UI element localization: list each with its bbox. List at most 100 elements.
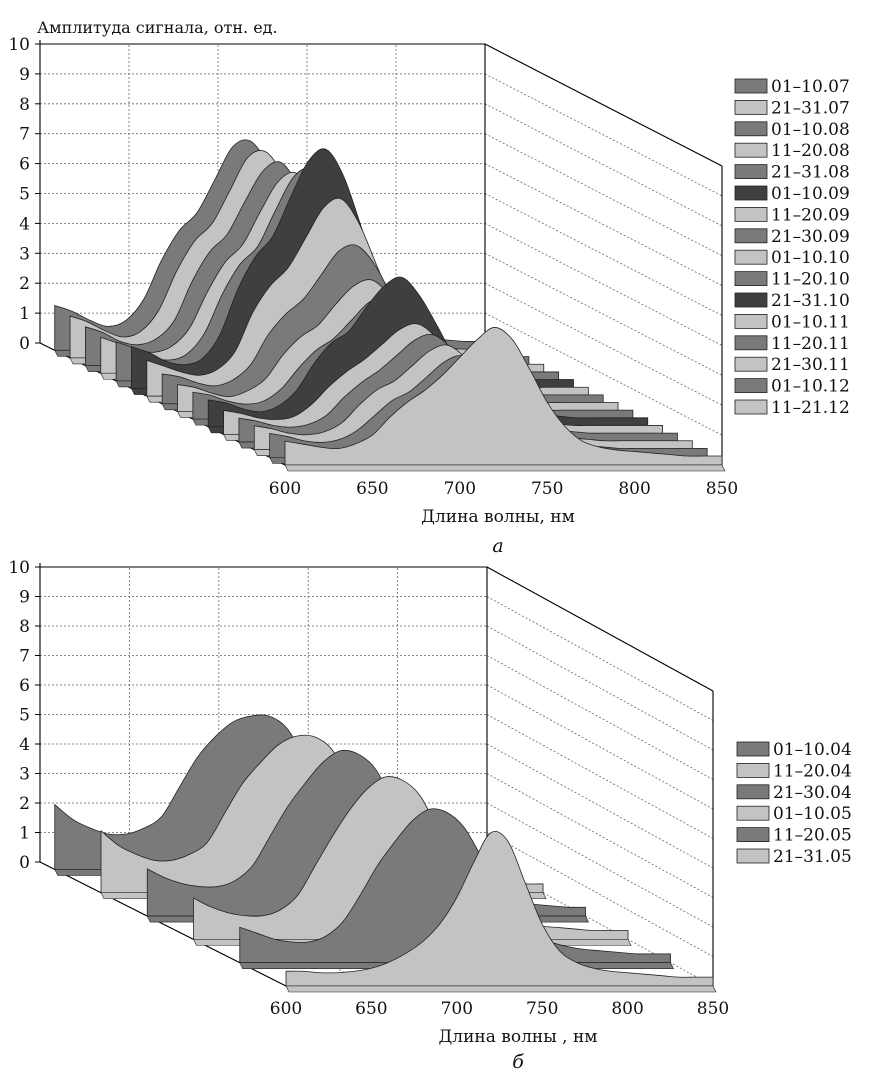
gridline-side-wall: [486, 773, 714, 898]
x-tick-label: 750: [531, 479, 563, 499]
legend-swatch: [736, 848, 770, 864]
y-tick-label: 2: [19, 274, 30, 294]
x-tick-label: 800: [611, 999, 643, 1019]
y-tick-label: 0: [19, 853, 30, 873]
legend-swatch: [736, 827, 770, 842]
legend-label: 01–10.08: [771, 120, 850, 140]
y-tick-label: 10: [8, 558, 30, 578]
series-layer: [54, 139, 726, 472]
legend: 01–10.0721–31.0701–10.0811–20.0821–31.08…: [734, 77, 850, 418]
legend-swatch: [734, 78, 768, 94]
gridline-side-wall: [486, 596, 714, 721]
y-tick-label: 4: [19, 214, 30, 234]
legend: 01–10.0411–20.0421–30.0401–10.0511–20.05…: [736, 740, 852, 867]
x-tick-label: 600: [270, 999, 302, 1019]
gridline-side-wall: [486, 802, 714, 928]
chart-panel-b: Длина волны , нм б 0 1 2 3 4 5 6 7 8 9 10 600 650 700…: [8, 558, 851, 1073]
legend-swatch: [734, 356, 768, 372]
legend-swatch: [734, 142, 768, 158]
legend-swatch: [734, 228, 768, 244]
gridline-side-wall: [484, 73, 723, 197]
legend-label: 21–31.07: [771, 98, 850, 118]
x-tick-label: 850: [697, 999, 729, 1019]
legend-label: 01–10.12: [771, 377, 850, 397]
gridline-side-wall: [484, 133, 723, 257]
y-tick-label: 5: [19, 706, 30, 726]
legend-swatch: [734, 249, 768, 265]
legend-label: 11–20.10: [771, 270, 850, 290]
legend-label: 01–10.07: [771, 77, 850, 97]
x-tick-label: 650: [356, 479, 388, 499]
series-area-6: [285, 830, 714, 987]
y-tick-label: 1: [19, 304, 30, 324]
legend-swatch: [734, 100, 768, 115]
gridline-side-wall: [484, 223, 723, 346]
series-layer: [54, 714, 717, 993]
y-tick-label: 8: [19, 95, 30, 115]
legend-swatch: [736, 741, 770, 757]
gridline-side-wall: [484, 163, 723, 286]
y-tick-label: 7: [19, 125, 30, 145]
legend-label: 01–10.10: [771, 248, 850, 268]
y-tick-label: 3: [19, 244, 30, 264]
gridline-side-wall: [484, 282, 723, 406]
legend-swatch: [734, 378, 768, 394]
y-tick-label: 1: [19, 824, 30, 844]
y-tick-label: 8: [19, 617, 30, 637]
series-base-16: [284, 464, 726, 472]
legend-label: 21–31.08: [771, 163, 850, 183]
legend-label: 01–10.11: [771, 312, 850, 332]
legend-swatch: [734, 292, 768, 308]
y-tick-label: 9: [19, 65, 30, 85]
legend-label: 21–30.11: [771, 355, 850, 375]
panel-label: а: [492, 535, 503, 557]
legend-label: 21–30.04: [773, 783, 852, 803]
gridline-floor: [486, 861, 714, 987]
legend-swatch: [734, 164, 768, 180]
x-tick-label: 700: [441, 999, 473, 1019]
gridline-side-wall: [486, 832, 714, 957]
x-tick-label: 750: [526, 999, 558, 1019]
y-tick-label: 0: [19, 334, 30, 354]
y-tick-label: 10: [8, 35, 30, 55]
x-tick-label: 650: [355, 999, 387, 1019]
chart-panel-a: Амплитуда сигнала, отн. ед. Длина волны,…: [8, 18, 849, 557]
x-tick-label: 850: [706, 479, 738, 499]
legend-label: 21–31.10: [771, 291, 850, 311]
x-axis-title: Длина волны , нм: [438, 1027, 597, 1047]
legend-label: 21–31.05: [773, 847, 852, 867]
gridline-side-wall: [486, 625, 714, 751]
legend-swatch: [736, 805, 770, 821]
y-tick-label: 2: [19, 794, 30, 814]
legend-swatch: [734, 121, 768, 137]
legend-label: 11–20.05: [773, 826, 852, 846]
y-tick-label: 9: [19, 588, 30, 608]
legend-swatch: [734, 313, 768, 329]
y-tick-label: 6: [19, 676, 30, 696]
legend-label: 01–10.05: [773, 804, 852, 824]
gridline-side-wall: [484, 252, 723, 376]
series-area-16: [284, 327, 723, 466]
gridline-side-wall: [486, 684, 714, 810]
y-tick-label: 6: [19, 155, 30, 175]
gridline-side-wall: [486, 714, 714, 839]
y-tick-label: 3: [19, 765, 30, 785]
legend-label: 01–10.09: [771, 184, 850, 204]
x-tick-label: 700: [444, 479, 476, 499]
legend-swatch: [734, 399, 768, 415]
x-axis-title: Длина волны, нм: [421, 507, 575, 527]
legend-swatch: [736, 784, 770, 800]
legend-label: 11–20.04: [773, 761, 852, 781]
y-tick-label: 4: [19, 735, 30, 755]
legend-swatch: [736, 763, 770, 778]
series-area-5: [239, 808, 671, 964]
y-tick-label: 5: [19, 185, 30, 205]
side-wall-top-edge: [484, 43, 723, 167]
legend-swatch: [734, 335, 768, 351]
series-base-6: [285, 985, 717, 993]
legend-label: 11–21.12: [771, 398, 850, 418]
legend-swatch: [734, 185, 768, 201]
x-tick-label: 800: [618, 479, 650, 499]
